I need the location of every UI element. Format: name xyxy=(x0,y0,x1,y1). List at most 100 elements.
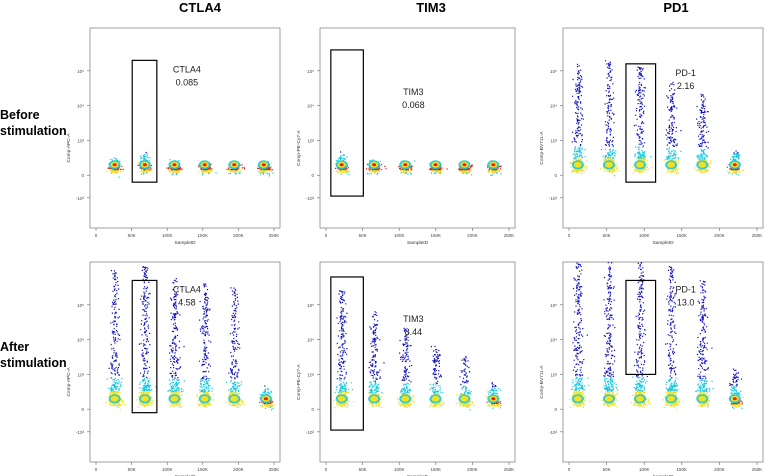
population-core-peak xyxy=(732,397,737,401)
points-mid-density xyxy=(570,376,590,392)
points-low-density xyxy=(603,262,616,378)
points-low-density xyxy=(340,151,342,153)
gate-value: 2.16 xyxy=(677,81,695,91)
y-axis-label: Comp-BV711-A xyxy=(539,131,545,165)
y-tick-label: 10⁴ xyxy=(77,104,84,109)
population-5 xyxy=(226,160,246,175)
population-core-peak xyxy=(261,163,266,167)
population-core-inner xyxy=(604,161,613,168)
points-low-density xyxy=(138,266,151,378)
population-4 xyxy=(196,283,215,408)
population-4 xyxy=(197,160,217,176)
points-mid-density xyxy=(728,152,741,176)
population-1 xyxy=(334,151,351,175)
y-tick-label: 10³ xyxy=(307,138,314,143)
points-midhigh-density xyxy=(197,161,213,173)
points-low-density xyxy=(368,311,385,382)
points-low-density xyxy=(459,356,471,385)
y-tick-label: 10⁵ xyxy=(77,69,84,74)
x-tick-label: 0 xyxy=(325,467,328,472)
points-mid-density xyxy=(695,379,714,393)
points-mid-density xyxy=(368,380,383,394)
population-5 xyxy=(458,160,474,176)
y-axis-label: Comp-APC-A xyxy=(66,133,72,163)
population-core-inner xyxy=(230,395,239,402)
x-tick-label: 0 xyxy=(95,467,98,472)
gate-label: TIM3 xyxy=(403,87,424,97)
points-low-density xyxy=(491,382,497,388)
x-tick-label: 200K xyxy=(233,233,244,238)
points-midhigh-density xyxy=(486,394,503,408)
points-midhigh-density xyxy=(458,162,472,173)
y-tick-label: 0 xyxy=(311,173,314,178)
y-tick-label: -10³ xyxy=(306,430,315,435)
population-core-inner xyxy=(698,161,707,168)
points-mid-density xyxy=(634,146,652,160)
y-tick-label: 0 xyxy=(81,173,84,178)
population-core-peak xyxy=(372,163,377,167)
plot-frame xyxy=(319,261,516,463)
points-mid-density xyxy=(260,161,274,177)
x-tick-label: 200K xyxy=(467,233,478,238)
population-6 xyxy=(257,160,274,177)
population-5 xyxy=(225,287,245,409)
gate-value: 4.58 xyxy=(178,297,196,307)
y-tick-label: 10³ xyxy=(307,372,314,377)
points-mid-density xyxy=(460,384,472,411)
population-5 xyxy=(695,280,714,409)
plot-frame xyxy=(562,27,764,229)
population-3 xyxy=(167,278,185,409)
y-axis-label: Comp-BV711-A xyxy=(539,365,545,399)
gate-rectangle xyxy=(625,279,657,376)
population-2 xyxy=(367,311,385,408)
x-tick-label: 150K xyxy=(431,233,442,238)
scatter-points xyxy=(569,262,744,411)
x-tick-label: 150K xyxy=(431,467,442,472)
points-mid-density xyxy=(139,153,151,175)
population-core-inner xyxy=(431,395,440,402)
points-mid-density xyxy=(199,378,213,393)
population-core-peak xyxy=(232,163,237,167)
y-tick-label: -10³ xyxy=(306,196,315,201)
points-low-density xyxy=(696,280,713,380)
x-tick-label: 250K xyxy=(752,233,763,238)
points-mid-density xyxy=(665,377,679,393)
population-6 xyxy=(728,368,744,409)
population-3 xyxy=(166,159,183,175)
population-2 xyxy=(600,262,619,408)
panel-ctla4-before: -10³ 0 10³ 10⁴ 10⁵ 0 50K 100K 150K 200K 250K Sample… xyxy=(66,27,281,246)
x-axis-label: SampleID xyxy=(652,240,674,246)
y-tick-label: -10³ xyxy=(76,196,85,201)
population-3 xyxy=(631,66,653,174)
points-low-density xyxy=(665,81,682,147)
points-mid-density xyxy=(106,377,123,393)
points-low-density xyxy=(634,262,648,378)
x-tick-label: 200K xyxy=(467,467,478,472)
points-low-density xyxy=(336,290,348,380)
population-core-peak xyxy=(202,163,207,167)
gate-label: TIM3 xyxy=(403,314,424,324)
population-core-peak xyxy=(142,163,147,167)
y-tick-label: -10³ xyxy=(549,430,558,435)
x-tick-label: 100K xyxy=(162,233,173,238)
y-axis-label: Comp-APC-A xyxy=(66,367,72,397)
panel-pd1-after: -10³ 0 10³ 10⁴ 10⁵ 0 50K 100K 150K 200K 250K Sample… xyxy=(539,261,764,476)
y-tick-label: 10³ xyxy=(77,372,84,377)
population-core-peak xyxy=(403,163,408,167)
y-tick-label: -10³ xyxy=(549,196,558,201)
x-tick-label: 50K xyxy=(128,233,136,238)
points-mid-density xyxy=(400,382,411,395)
y-tick-label: 10⁴ xyxy=(77,338,84,343)
population-core-inner xyxy=(401,395,410,402)
column-header-tim3: TIM3 xyxy=(416,0,446,15)
y-tick-label: 0 xyxy=(554,407,557,412)
population-5 xyxy=(695,93,712,174)
population-1 xyxy=(105,270,126,411)
points-low-density xyxy=(572,262,588,377)
y-tick-label: 0 xyxy=(311,407,314,412)
population-4 xyxy=(664,81,682,175)
population-core-peak xyxy=(732,163,737,167)
population-6 xyxy=(486,160,502,176)
x-tick-label: 150K xyxy=(677,467,688,472)
x-axis-label: SampleID xyxy=(407,240,429,246)
